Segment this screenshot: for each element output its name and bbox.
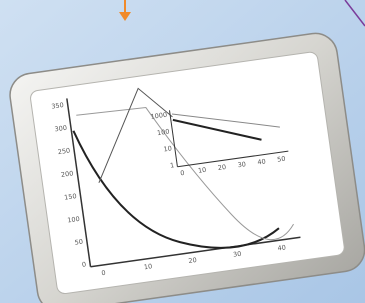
main-x-tick-label: 40: [277, 243, 286, 252]
inset-x-tick-label: 40: [257, 157, 266, 166]
main-y-tick-label: 350: [51, 101, 64, 111]
main-y-tick-label: 50: [74, 238, 83, 247]
inset-y-tick-label: 10: [163, 144, 172, 153]
main-x-tick-label: 10: [143, 262, 152, 271]
main-y-tick-label: 100: [67, 215, 80, 225]
inset-y-tick-label: 100: [157, 128, 170, 138]
main-x-tick-label: 20: [188, 256, 197, 265]
inset-x-tick-label: 30: [237, 160, 246, 169]
scene: 3503002502001501005000102030401000100101…: [0, 0, 365, 303]
main-y-tick-label: 150: [64, 192, 77, 202]
inset-x-tick-label: 20: [217, 163, 226, 172]
framed-picture: 3503002502001501005000102030401000100101…: [7, 31, 365, 303]
page: 3503002502001501005000102030401000100101…: [0, 0, 365, 303]
main-y-tick-label: 200: [60, 169, 73, 179]
main-x-tick-label: 30: [233, 250, 242, 259]
main-y-tick-label: 300: [54, 124, 67, 134]
inset-x-tick-label: 50: [277, 155, 286, 164]
inset-x-tick-label: 10: [198, 166, 207, 175]
main-y-tick-label: 250: [57, 147, 70, 157]
